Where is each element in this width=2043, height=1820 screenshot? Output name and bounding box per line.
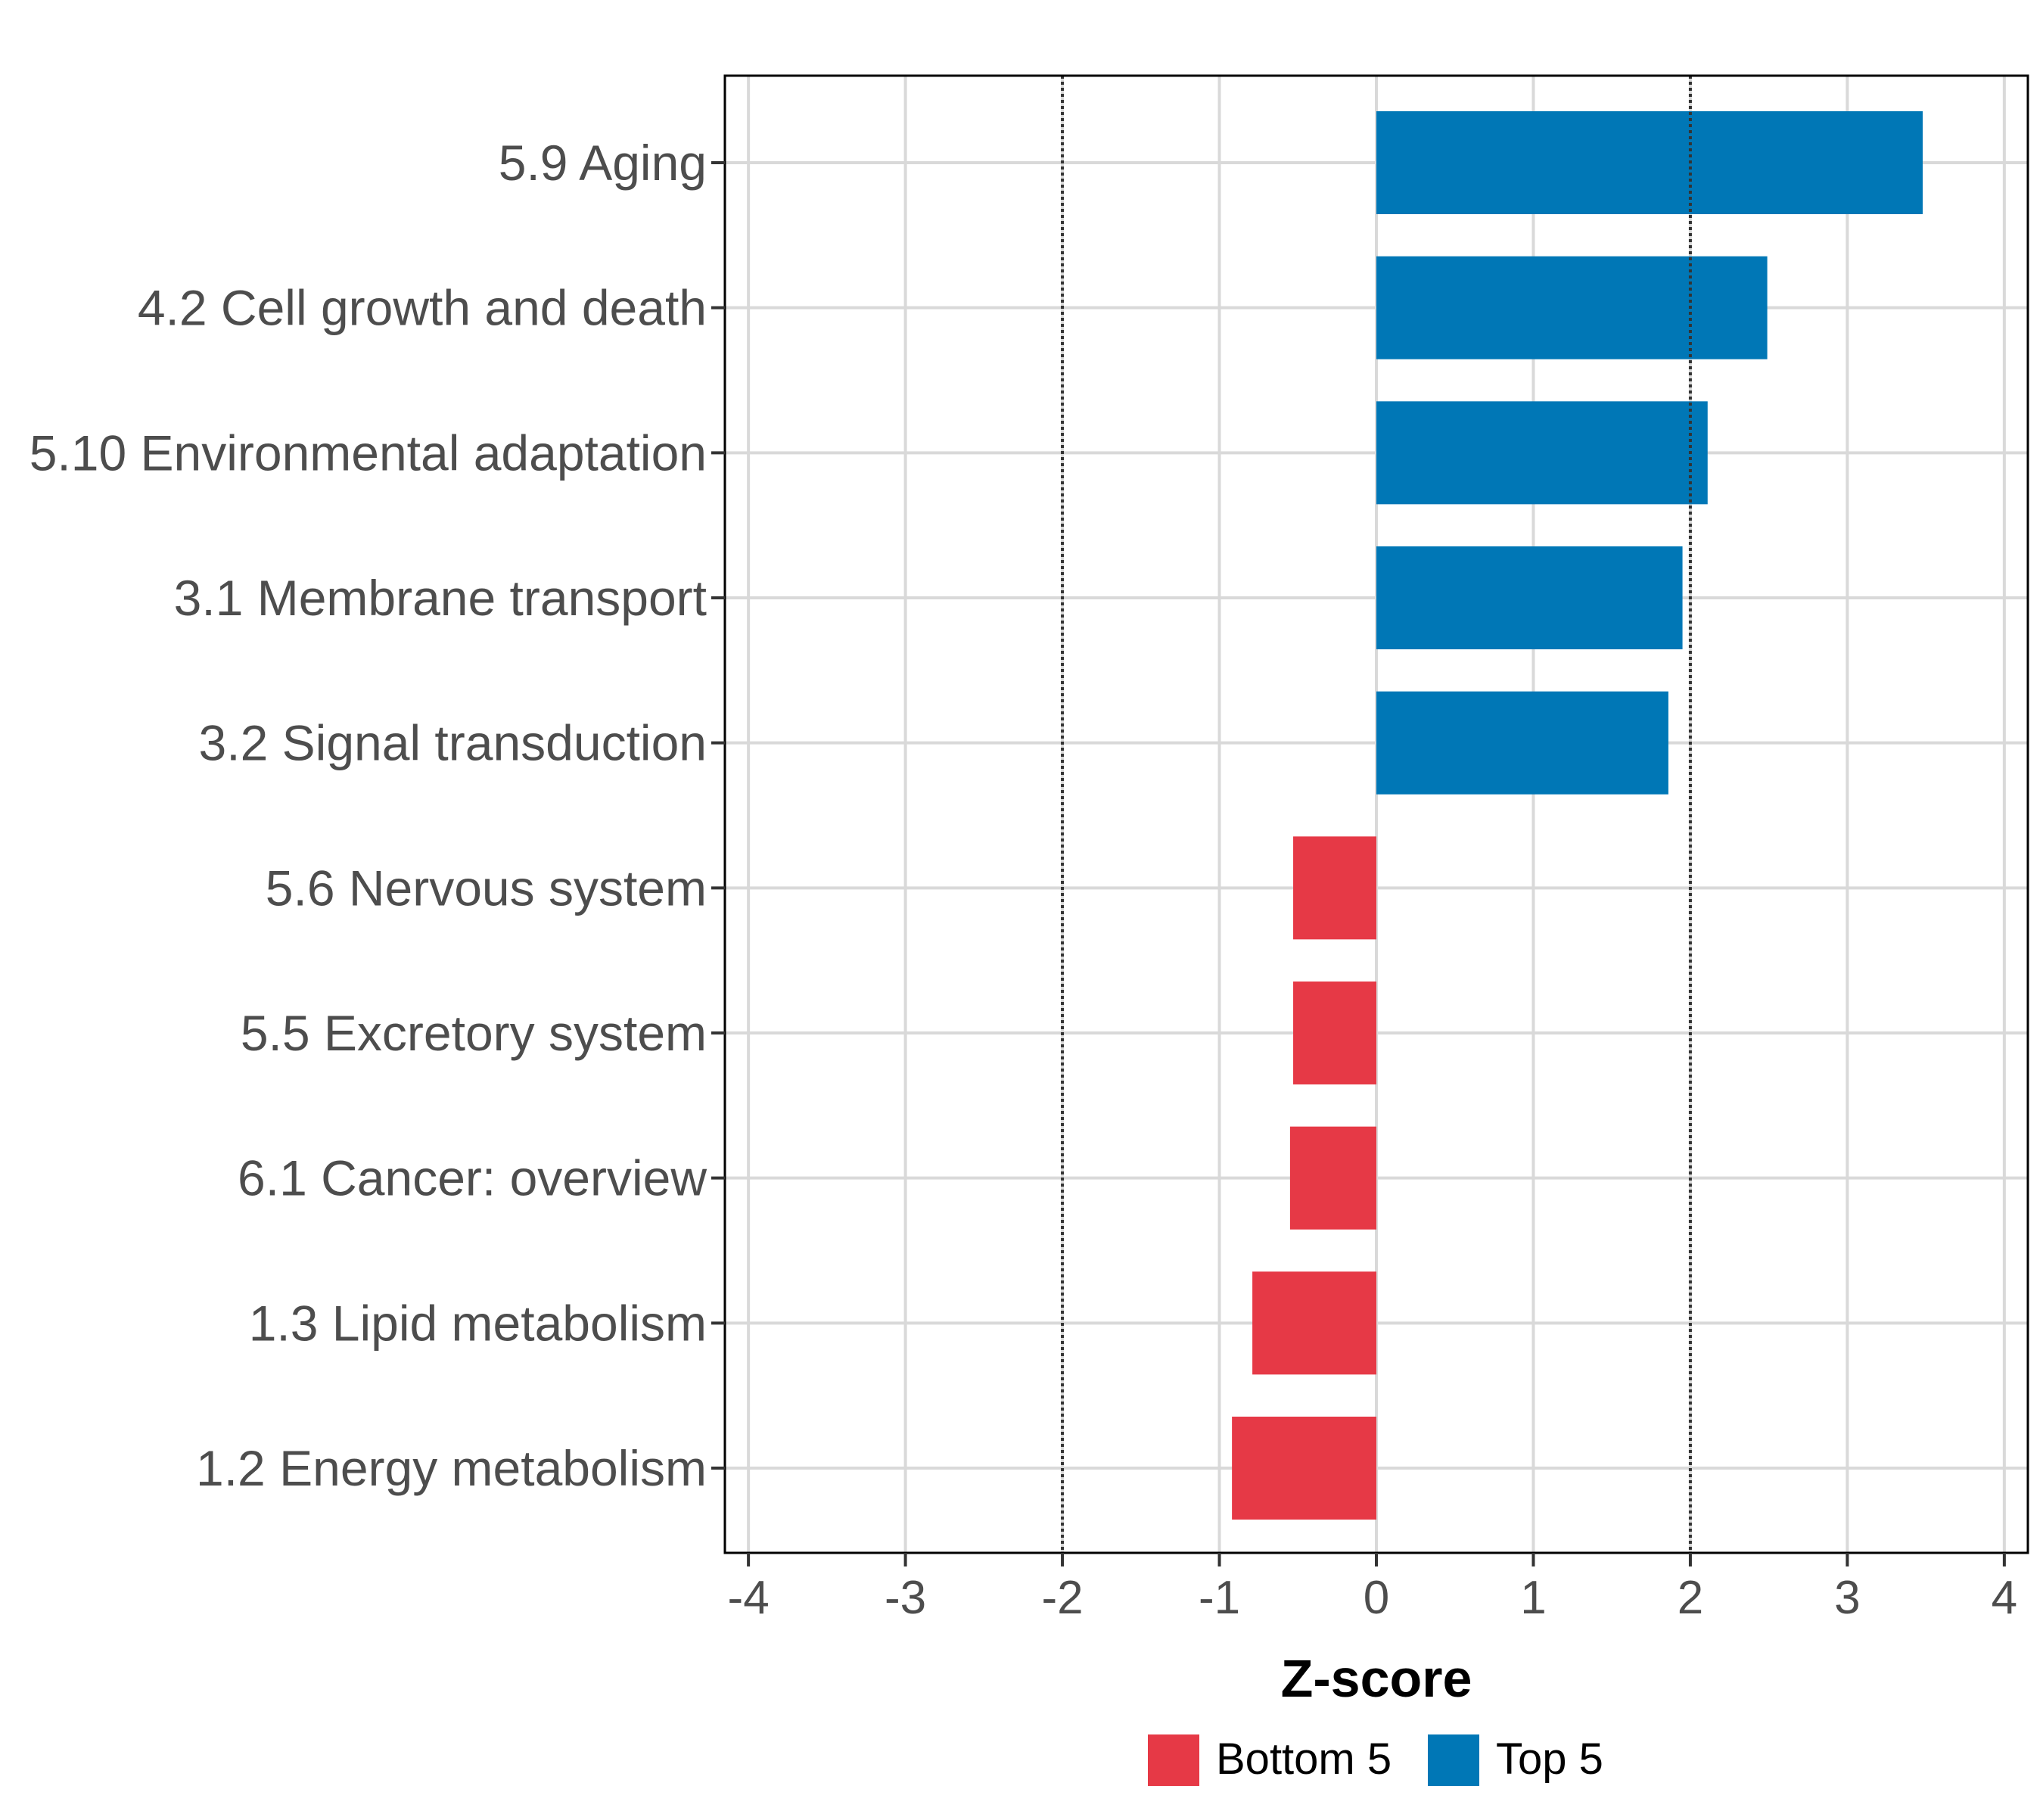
x-tick-label: 4	[1992, 1572, 2017, 1624]
axis-layer: 5.9 Aging 4.2 Cell growth and death 5.10 E…	[30, 135, 2017, 1624]
bar	[1376, 256, 1768, 359]
x-tick-label: 0	[1364, 1572, 1389, 1624]
reference-lines-layer	[1061, 76, 1692, 1553]
x-tick-label: -2	[1041, 1572, 1083, 1624]
bar	[1376, 691, 1668, 795]
legend-label: Bottom 5	[1216, 1734, 1392, 1784]
bar	[1289, 1126, 1376, 1230]
y-tick-label: 5.10 Environmental adaptation	[30, 425, 707, 481]
legend: Bottom 5 Top 5	[1148, 1734, 1603, 1786]
y-tick-label: 3.1 Membrane transport	[174, 570, 707, 626]
legend-swatch	[1428, 1734, 1479, 1786]
x-tick-label: 3	[1834, 1572, 1860, 1624]
bar	[1293, 982, 1376, 1084]
legend-label: Top 5	[1496, 1734, 1603, 1784]
x-tick-label: -1	[1199, 1572, 1240, 1624]
y-tick-label: 5.5 Excretory system	[241, 1005, 707, 1061]
y-tick-label: 1.3 Lipid metabolism	[249, 1295, 707, 1351]
bar	[1376, 546, 1683, 649]
y-tick-label: 6.1 Cancer: overview	[238, 1150, 707, 1206]
bar	[1376, 401, 1708, 505]
legend-swatch	[1148, 1734, 1199, 1786]
bar	[1376, 111, 1923, 214]
y-tick-label: 5.9 Aging	[499, 135, 707, 191]
bar	[1232, 1417, 1376, 1520]
x-tick-label: 2	[1678, 1572, 1703, 1624]
y-tick-label: 3.2 Signal transduction	[199, 715, 707, 771]
x-tick-label: 1	[1520, 1572, 1546, 1624]
bar	[1252, 1271, 1376, 1375]
y-tick-label: 5.6 Nervous system	[266, 860, 707, 916]
x-tick-label: -4	[728, 1572, 770, 1624]
x-axis-title: Z-score	[1281, 1649, 1472, 1708]
y-tick-label: 4.2 Cell growth and death	[138, 280, 707, 336]
y-tick-label: 1.2 Energy metabolism	[196, 1440, 707, 1496]
x-tick-label: -3	[885, 1572, 926, 1624]
bar	[1293, 836, 1376, 940]
bars-layer	[1232, 111, 1923, 1520]
